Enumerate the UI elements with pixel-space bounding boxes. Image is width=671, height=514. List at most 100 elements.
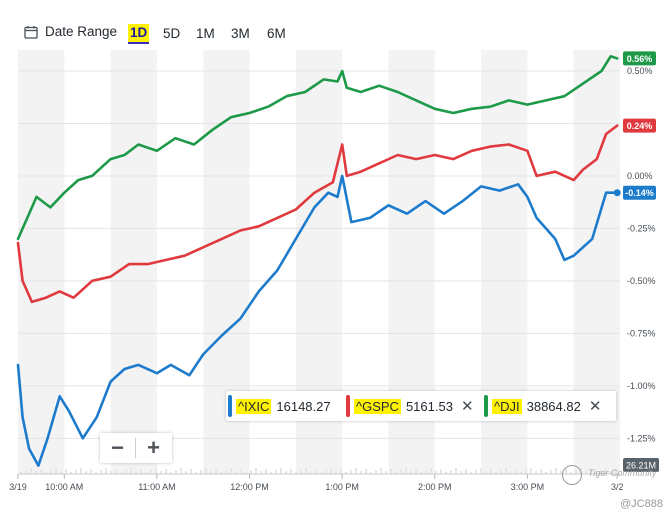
volume-bar xyxy=(270,472,272,474)
legend-symbol-ixic[interactable]: ^IXIC xyxy=(236,398,272,414)
volume-bar xyxy=(285,471,287,474)
volume-bar xyxy=(175,470,177,474)
volume-bar xyxy=(605,468,607,474)
remove-dji-close-icon[interactable]: ✕ xyxy=(588,398,602,415)
volume-bar xyxy=(385,471,387,474)
volume-bar xyxy=(210,471,212,474)
range-1d[interactable]: 1D xyxy=(128,24,150,44)
volume-bar xyxy=(140,469,142,474)
volume-bar xyxy=(260,471,262,474)
series-line-dji xyxy=(16,54,619,241)
volume-bar xyxy=(360,471,362,474)
ixic-end-dot xyxy=(613,189,621,197)
volume-bar xyxy=(560,471,562,474)
date-range-button[interactable]: Date Range xyxy=(24,24,117,39)
range-3m[interactable]: 3M xyxy=(231,26,250,41)
zoom-out-button[interactable]: − xyxy=(111,435,124,460)
volume-bar xyxy=(405,468,407,474)
last-value-badge-dji: 0.56% xyxy=(623,51,656,66)
volume-bar xyxy=(420,472,422,474)
volume-bar xyxy=(375,470,377,474)
volume-bar xyxy=(470,472,472,474)
y-tick-label: -0.25% xyxy=(627,223,656,233)
range-5d[interactable]: 5D xyxy=(163,26,181,41)
volume-bar xyxy=(445,472,447,474)
volume-badge-text: 26.21M xyxy=(626,461,656,471)
volume-bar xyxy=(345,472,347,474)
calendar-icon xyxy=(24,25,38,39)
volume-bar xyxy=(105,468,107,474)
volume-bar xyxy=(275,470,277,474)
volume-bar xyxy=(435,471,437,474)
volume-bar xyxy=(295,472,297,474)
badge-text: -0.14% xyxy=(625,188,654,198)
x-tick-label: 2:00 PM xyxy=(418,482,452,492)
time-band xyxy=(18,50,65,474)
volume-bar xyxy=(430,468,432,474)
volume-bar xyxy=(190,469,192,474)
volume-bar xyxy=(90,469,92,474)
volume-bar xyxy=(115,469,117,474)
badge-text: 0.56% xyxy=(627,54,653,64)
volume-bar xyxy=(510,471,512,474)
volume-bar xyxy=(305,468,307,474)
badge-bg xyxy=(623,51,656,66)
volume-bar xyxy=(555,468,557,474)
y-tick-label: 0.50% xyxy=(627,66,653,76)
range-6m[interactable]: 6M xyxy=(267,26,286,41)
volume-bar xyxy=(135,471,137,474)
y-tick-label: 0.00% xyxy=(627,171,653,181)
legend-color-ixic xyxy=(228,395,232,417)
zoom-divider xyxy=(135,438,136,458)
x-tick-label: 12:00 PM xyxy=(230,482,269,492)
zoom-in-button[interactable]: + xyxy=(147,435,160,460)
volume-bar xyxy=(290,469,292,474)
volume-bar xyxy=(365,469,367,474)
volume-bar xyxy=(55,468,57,474)
volume-bar xyxy=(20,472,22,474)
volume-bar xyxy=(50,470,52,474)
range-1m[interactable]: 1M xyxy=(196,26,215,41)
legend-symbol-gspc[interactable]: ^GSPC xyxy=(354,398,401,414)
x-tick-label: 10:00 AM xyxy=(45,482,83,492)
volume-bar xyxy=(40,469,42,474)
volume-bar xyxy=(170,472,172,474)
volume-bar xyxy=(195,472,197,474)
series-line-ixic xyxy=(16,174,619,467)
volume-bar xyxy=(85,471,87,474)
volume-bar xyxy=(250,470,252,474)
volume-bar xyxy=(325,470,327,474)
badge-bg xyxy=(623,185,656,200)
volume-bar xyxy=(340,469,342,474)
volume-bar xyxy=(485,471,487,474)
volume-bar xyxy=(200,470,202,474)
volume-bar xyxy=(130,468,132,474)
volume-bar xyxy=(370,472,372,474)
volume-bar xyxy=(165,469,167,474)
volume-bar xyxy=(450,470,452,474)
volume-bar xyxy=(530,468,532,474)
volume-bar xyxy=(380,468,382,474)
x-tick-label: 1:00 PM xyxy=(325,482,359,492)
volume-bar xyxy=(525,470,527,474)
legend-value-gspc: 5161.53 xyxy=(405,398,453,414)
volume-bar xyxy=(465,469,467,474)
legend-item-ixic: ^IXIC 16148.27 xyxy=(228,395,331,417)
volume-bar xyxy=(515,469,517,474)
volume-bar xyxy=(415,469,417,474)
legend-value-dji: 38864.82 xyxy=(526,398,581,414)
volume-bar xyxy=(280,468,282,474)
remove-gspc-close-icon[interactable]: ✕ xyxy=(460,398,474,415)
volume-bar xyxy=(205,468,207,474)
volume-bar xyxy=(460,471,462,474)
x-tick-label: 3/19 xyxy=(9,482,27,492)
volume-bar xyxy=(75,470,77,474)
y-tick-label: -0.75% xyxy=(627,328,656,338)
volume-bar xyxy=(330,468,332,474)
legend-symbol-dji[interactable]: ^DJI xyxy=(492,398,522,414)
volume-bar xyxy=(320,472,322,474)
volume-bar xyxy=(185,471,187,474)
volume-bar xyxy=(240,469,242,474)
y-tick-label: -1.00% xyxy=(627,381,656,391)
volume-bar xyxy=(265,469,267,474)
